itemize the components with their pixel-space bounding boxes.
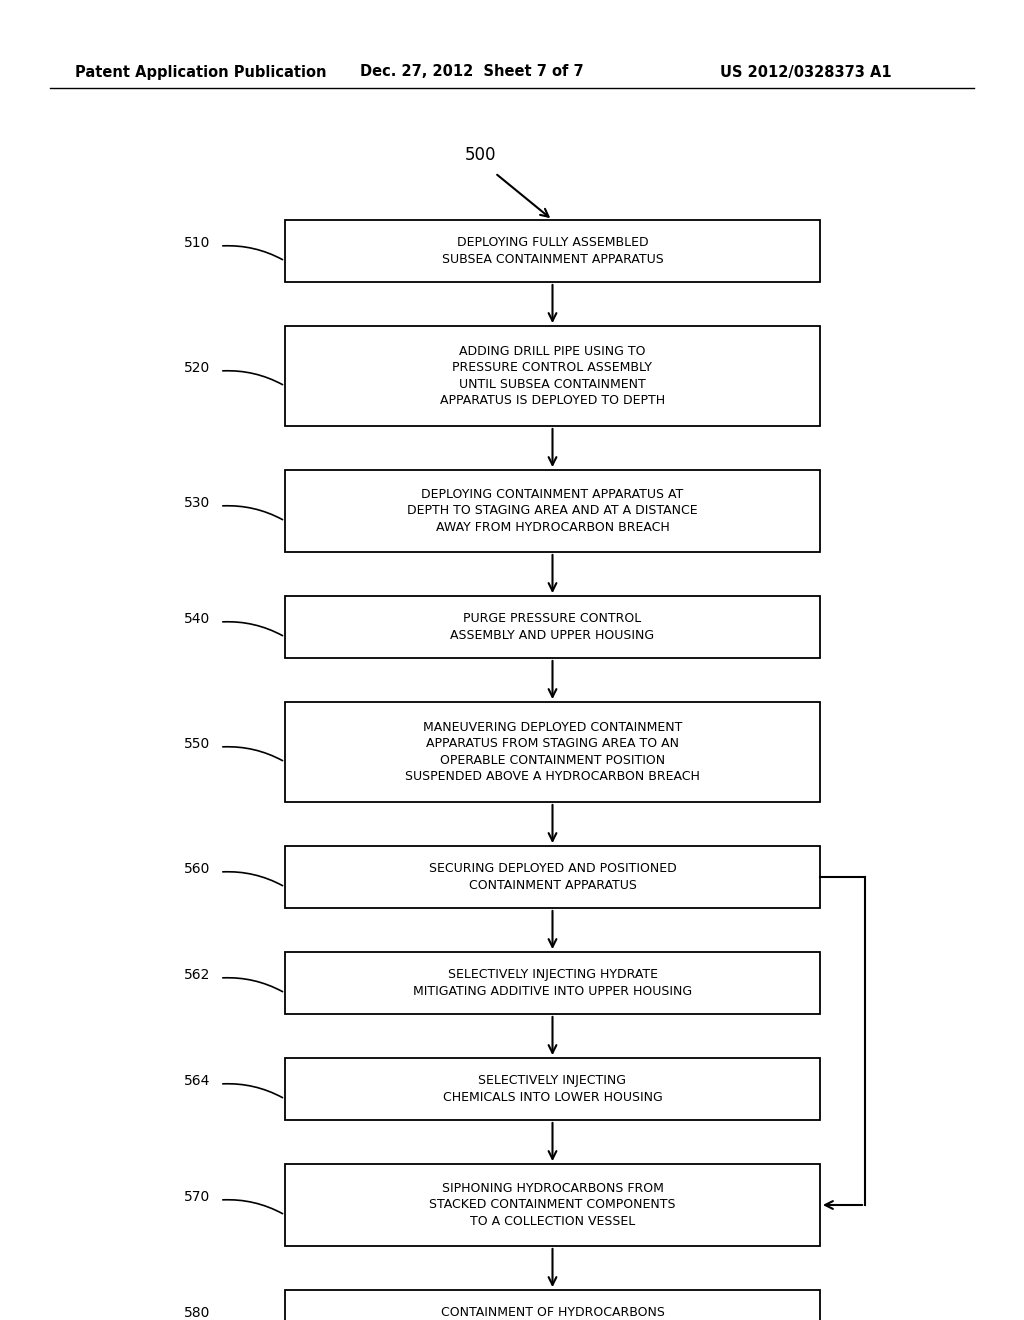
Bar [285,326,820,426]
Text: 580: 580 [183,1305,210,1320]
Text: SELECTIVELY INJECTING HYDRATE
MITIGATING ADDITIVE INTO UPPER HOUSING: SELECTIVELY INJECTING HYDRATE MITIGATING… [413,969,692,998]
Text: DEPLOYING FULLY ASSEMBLED
SUBSEA CONTAINMENT APPARATUS: DEPLOYING FULLY ASSEMBLED SUBSEA CONTAIN… [441,236,664,265]
Text: 520: 520 [183,360,210,375]
Text: 570: 570 [183,1191,210,1204]
Text: 560: 560 [183,862,210,876]
Text: 564: 564 [183,1074,210,1088]
Text: PURGE PRESSURE CONTROL
ASSEMBLY AND UPPER HOUSING: PURGE PRESSURE CONTROL ASSEMBLY AND UPPE… [451,612,654,642]
Bar [285,846,820,908]
Bar [285,597,820,657]
Bar [285,220,820,282]
Text: DEPLOYING CONTAINMENT APPARATUS AT
DEPTH TO STAGING AREA AND AT A DISTANCE
AWAY : DEPLOYING CONTAINMENT APPARATUS AT DEPTH… [408,488,697,535]
Text: SIPHONING HYDROCARBONS FROM
STACKED CONTAINMENT COMPONENTS
TO A COLLECTION VESSE: SIPHONING HYDROCARBONS FROM STACKED CONT… [429,1181,676,1228]
Text: SECURING DEPLOYED AND POSITIONED
CONTAINMENT APPARATUS: SECURING DEPLOYED AND POSITIONED CONTAIN… [429,862,677,892]
Bar [285,1059,820,1119]
Text: 510: 510 [183,236,210,249]
Text: Patent Application Publication: Patent Application Publication [75,65,327,79]
Bar [285,702,820,803]
Bar [285,1164,820,1246]
Bar [285,470,820,552]
Text: US 2012/0328373 A1: US 2012/0328373 A1 [720,65,892,79]
Text: Dec. 27, 2012  Sheet 7 of 7: Dec. 27, 2012 Sheet 7 of 7 [360,65,584,79]
Text: MANEUVERING DEPLOYED CONTAINMENT
APPARATUS FROM STAGING AREA TO AN
OPERABLE CONT: MANEUVERING DEPLOYED CONTAINMENT APPARAT… [406,721,700,783]
Bar [285,1290,820,1320]
Text: SELECTIVELY INJECTING
CHEMICALS INTO LOWER HOUSING: SELECTIVELY INJECTING CHEMICALS INTO LOW… [442,1074,663,1104]
Text: CONTAINMENT OF HYDROCARBONS
FROM HYDROCARBON BREACH: CONTAINMENT OF HYDROCARBONS FROM HYDROCA… [440,1307,665,1320]
Text: 530: 530 [183,496,210,510]
Text: ADDING DRILL PIPE USING TO
PRESSURE CONTROL ASSEMBLY
UNTIL SUBSEA CONTAINMENT
AP: ADDING DRILL PIPE USING TO PRESSURE CONT… [440,345,665,408]
Text: 550: 550 [183,737,210,751]
Text: 540: 540 [183,612,210,626]
Text: 500: 500 [464,147,496,164]
Text: 562: 562 [183,968,210,982]
Bar [285,952,820,1014]
